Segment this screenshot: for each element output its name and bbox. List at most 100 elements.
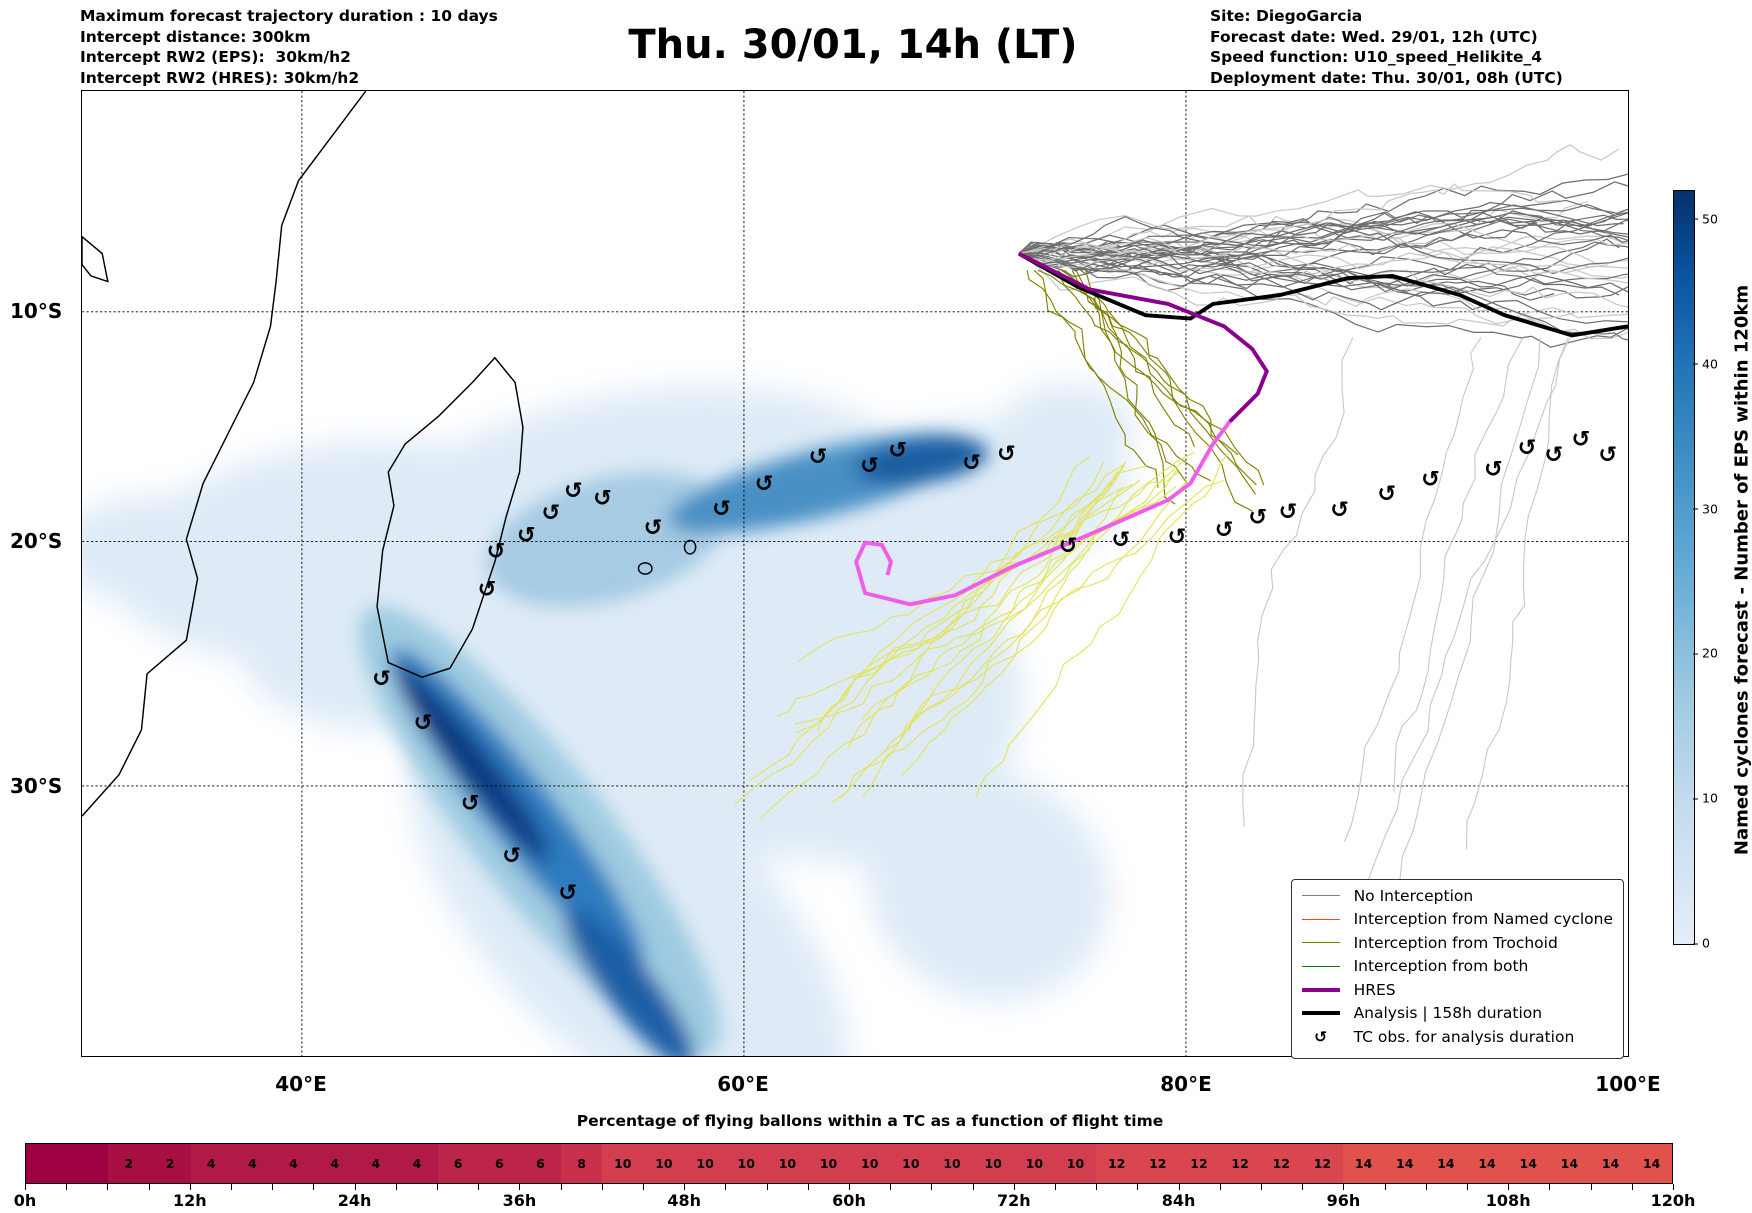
cyclone-icon: ↺: [502, 843, 521, 869]
intercept-distance: Intercept distance: 300km: [80, 27, 311, 46]
colorbar-tick: 0: [1693, 936, 1710, 951]
bar-tick: [1013, 1184, 1015, 1190]
bar-tick: [107, 1184, 109, 1190]
bar-tick: [890, 1184, 892, 1190]
flight-time-segment: 14: [1589, 1144, 1632, 1183]
trajectory-no-interception: [1018, 250, 1628, 327]
line-swatch: [1301, 965, 1340, 967]
flight-time-segment: 6: [519, 1144, 562, 1183]
legend-item: Interception from Named cyclone: [1292, 908, 1613, 932]
bar-tick: [395, 1184, 397, 1190]
trajectory-no-interception: [1018, 210, 1628, 255]
legend-label: Analysis | 158h duration: [1353, 1004, 1543, 1023]
legend-label: Interception from both: [1353, 957, 1529, 976]
density-area: [999, 382, 1135, 473]
trajectory-trochoid: [816, 479, 1141, 731]
speed-function: Speed function: U10_speed_Helikite_4: [1210, 48, 1543, 66]
cyclone-icon: ↺: [1571, 426, 1590, 452]
cyclone-icon: ↺: [487, 538, 506, 564]
cyclone-icon: ↺: [1598, 442, 1617, 468]
bar-tick-label: 84h: [1161, 1191, 1196, 1210]
bar-tick: [807, 1184, 809, 1190]
reunion-coast: [683, 539, 697, 555]
flight-time-segment: 2: [149, 1144, 191, 1183]
lon-label: 100°E: [1595, 1072, 1661, 1096]
bar-tick: [1549, 1184, 1551, 1190]
bar-tick-label: 36h: [502, 1191, 537, 1210]
trajectory-trochoid: [759, 456, 1091, 820]
map: ↺ ↺ ↺ ↺ ↺ ↺ ↺ ↺ ↺ ↺ ↺ ↺ ↺ ↺ ↺ ↺ ↺ ↺ ↺ ↺ ↺ ↺ ↺ ↺ ↺ ↺ ↺ ↺ ↺ ↺ ↺ ↺ ↺: [81, 90, 1629, 1057]
coastline: [82, 91, 697, 817]
flight-time-segment: 2: [108, 1144, 150, 1183]
bar-tick: [313, 1184, 315, 1190]
cyclone-icon: ↺: [644, 515, 663, 541]
trajectory-trochoid: [794, 485, 1177, 725]
cyclone-icon: ↺: [860, 453, 879, 479]
trajectory-trochoid: [847, 464, 1125, 749]
bar-tick-label: 108h: [1485, 1191, 1531, 1210]
bar-tick: [272, 1184, 274, 1190]
bar-tick: [1055, 1184, 1056, 1190]
lon-label: 80°E: [1160, 1072, 1212, 1096]
trajectory-no-interception: [1018, 183, 1560, 262]
forecast-date: Forecast date: Wed. 29/01, 12h (UTC): [1210, 27, 1538, 46]
trajectory-no-interception: [1393, 337, 1524, 793]
flight-time-segment: 4: [355, 1144, 397, 1183]
line-swatch: [1301, 1011, 1340, 1016]
cyclone-icon: ↺: [712, 496, 731, 522]
cyclone-icon: ↺: [997, 441, 1016, 467]
bar-tick: [1343, 1184, 1345, 1190]
bar-tick: [1467, 1184, 1468, 1190]
cyclone-icon: ↺: [888, 438, 907, 464]
trajectory-trochoid: [908, 479, 1188, 732]
max-duration: Maximum forecast trajectory duration : 1…: [80, 7, 498, 25]
flight-time-segment: 10: [766, 1144, 808, 1183]
cyclone-icon: ↺: [1279, 499, 1298, 525]
trajectory-no-interception: [1465, 337, 1571, 850]
trajectory-trochoid: [1033, 269, 1159, 488]
flight-time-segment: 10: [725, 1144, 767, 1183]
flight-time-segment: 8: [561, 1144, 603, 1183]
trajectory-no-interception: [1018, 144, 1620, 255]
trajectory-no-interception: [1018, 252, 1628, 348]
cyclone-icon: ↺: [1111, 527, 1130, 553]
cyclone-icon: ↺: [962, 450, 981, 476]
trajectories: [734, 144, 1628, 971]
cyclone-icon: ↺: [414, 710, 433, 736]
bar-tick: [231, 1184, 232, 1190]
cyclone-icon: ↺: [1168, 524, 1187, 550]
trajectory-trochoid: [975, 453, 1229, 799]
cyclone-icon: ↺: [542, 500, 561, 526]
bar-tick-label: 48h: [667, 1191, 702, 1210]
flight-time-segment: 14: [1384, 1144, 1426, 1183]
legend-label: Interception from Named cyclone: [1353, 910, 1613, 929]
flight-time-segment: 10: [684, 1144, 726, 1183]
bar-tick: [1384, 1184, 1386, 1190]
trajectory-trochoid: [1058, 270, 1195, 448]
flight-time-segment: 14: [1343, 1144, 1385, 1183]
cyclone-icon: ↺: [1518, 435, 1537, 461]
cyclone-icon: ↺: [593, 486, 612, 512]
flight-time-segment: 10: [602, 1144, 644, 1183]
flight-time-segment: 14: [1507, 1144, 1549, 1183]
trajectory-no-interception: [1018, 204, 1624, 257]
flight-time-segment: 12: [1096, 1144, 1138, 1183]
bar-tick: [931, 1184, 933, 1190]
cyclone-icon: ↺: [1215, 517, 1234, 543]
bar-tick: [684, 1184, 686, 1190]
flight-time-segment: 4: [231, 1144, 273, 1183]
density-core: [486, 471, 728, 607]
cyclone-icon: ↺: [1377, 481, 1396, 507]
density-core: [564, 906, 695, 1056]
mauritius-coast: [637, 562, 653, 575]
bar-tick: [1508, 1184, 1510, 1190]
legend: No Interception Interception from Named …: [1290, 879, 1624, 1059]
cyclone-icon: ↺: [1330, 497, 1349, 523]
lat-label: 20°S: [10, 529, 63, 553]
intercept-eps: Intercept RW2 (EPS): 30km/h2: [80, 48, 351, 66]
line-swatch: [1301, 895, 1340, 897]
flight-time-segment: [67, 1144, 109, 1183]
flight-time-segment: 14: [1548, 1144, 1590, 1183]
bar-tick-label: 96h: [1326, 1191, 1361, 1210]
hres-track: [1017, 251, 1269, 424]
